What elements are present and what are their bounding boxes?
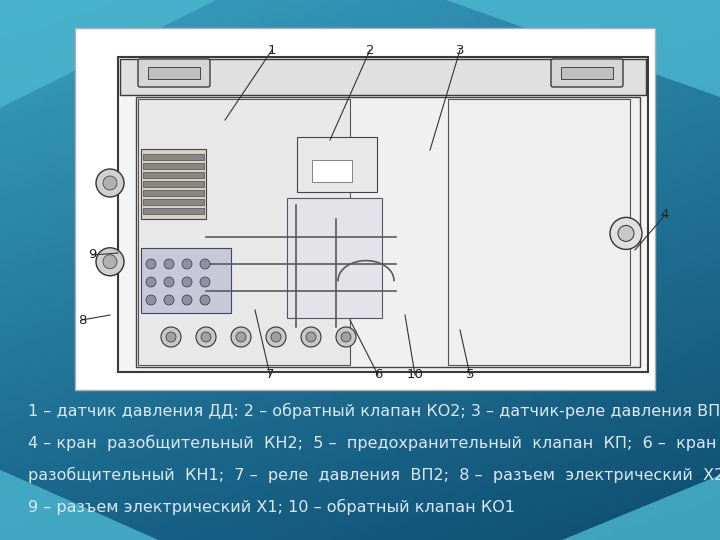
Text: 9: 9 xyxy=(88,248,96,261)
Polygon shape xyxy=(446,0,720,97)
Circle shape xyxy=(182,277,192,287)
FancyBboxPatch shape xyxy=(138,59,210,87)
FancyBboxPatch shape xyxy=(143,180,204,186)
Circle shape xyxy=(306,332,316,342)
Circle shape xyxy=(166,332,176,342)
FancyBboxPatch shape xyxy=(312,160,352,182)
Circle shape xyxy=(266,327,286,347)
Polygon shape xyxy=(562,475,720,540)
Circle shape xyxy=(164,277,174,287)
Circle shape xyxy=(182,259,192,269)
Circle shape xyxy=(201,332,211,342)
Polygon shape xyxy=(0,470,158,540)
Circle shape xyxy=(618,225,634,241)
FancyBboxPatch shape xyxy=(138,99,350,365)
Circle shape xyxy=(96,248,124,276)
Circle shape xyxy=(182,295,192,305)
FancyBboxPatch shape xyxy=(143,163,204,168)
FancyBboxPatch shape xyxy=(551,59,623,87)
Text: 7: 7 xyxy=(266,368,274,381)
Circle shape xyxy=(146,259,156,269)
FancyBboxPatch shape xyxy=(148,67,200,79)
Circle shape xyxy=(146,295,156,305)
Polygon shape xyxy=(0,0,216,108)
Circle shape xyxy=(610,218,642,249)
Circle shape xyxy=(164,259,174,269)
FancyBboxPatch shape xyxy=(120,59,646,95)
Text: 4: 4 xyxy=(661,208,669,221)
FancyBboxPatch shape xyxy=(287,198,382,319)
FancyBboxPatch shape xyxy=(143,190,204,195)
Text: 8: 8 xyxy=(78,314,86,327)
Circle shape xyxy=(341,332,351,342)
FancyBboxPatch shape xyxy=(136,97,640,367)
Text: 1: 1 xyxy=(268,44,276,57)
Circle shape xyxy=(103,176,117,190)
Circle shape xyxy=(96,169,124,197)
Circle shape xyxy=(196,327,216,347)
FancyBboxPatch shape xyxy=(143,199,204,205)
FancyBboxPatch shape xyxy=(75,28,655,390)
Text: 4 – кран  разобщительный  КН2;  5 –  предохранительный  клапан  КП;  6 –  кран: 4 – кран разобщительный КН2; 5 – предохр… xyxy=(28,435,716,451)
FancyBboxPatch shape xyxy=(141,248,231,313)
Circle shape xyxy=(146,277,156,287)
Circle shape xyxy=(200,259,210,269)
Text: 5: 5 xyxy=(466,368,474,381)
Circle shape xyxy=(164,295,174,305)
Circle shape xyxy=(231,327,251,347)
Text: разобщительный  КН1;  7 –  реле  давления  ВП2;  8 –  разъем  электрический  Х2;: разобщительный КН1; 7 – реле давления ВП… xyxy=(28,467,720,483)
Circle shape xyxy=(301,327,321,347)
Text: 3: 3 xyxy=(456,44,464,57)
FancyBboxPatch shape xyxy=(143,207,204,213)
Circle shape xyxy=(236,332,246,342)
Circle shape xyxy=(200,277,210,287)
FancyBboxPatch shape xyxy=(143,153,204,159)
Text: 6: 6 xyxy=(374,368,382,381)
FancyBboxPatch shape xyxy=(141,148,206,219)
FancyBboxPatch shape xyxy=(449,99,630,365)
Text: 9 – разъем электрический Х1; 10 – обратный клапан КО1: 9 – разъем электрический Х1; 10 – обратн… xyxy=(28,499,515,515)
Text: 10: 10 xyxy=(407,368,423,381)
FancyBboxPatch shape xyxy=(297,137,377,192)
Text: 1 – датчик давления ДД: 2 – обратный клапан КО2; 3 – датчик-реле давления ВП1;: 1 – датчик давления ДД: 2 – обратный кла… xyxy=(28,403,720,419)
Circle shape xyxy=(271,332,281,342)
FancyBboxPatch shape xyxy=(561,67,613,79)
FancyBboxPatch shape xyxy=(143,172,204,178)
Circle shape xyxy=(103,255,117,269)
Circle shape xyxy=(161,327,181,347)
Circle shape xyxy=(336,327,356,347)
FancyBboxPatch shape xyxy=(118,57,648,372)
Text: 2: 2 xyxy=(366,44,374,57)
Circle shape xyxy=(200,295,210,305)
